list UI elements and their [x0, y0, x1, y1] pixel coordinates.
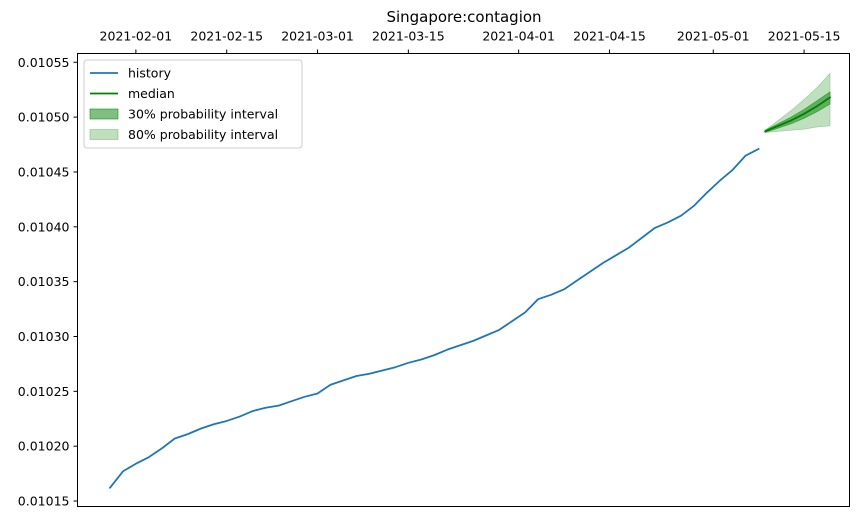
y-tick-label-6: 0.01045 [18, 164, 70, 179]
x-tick-label-2: 2021-03-01 [281, 29, 354, 44]
x-tick-label-7: 2021-05-15 [768, 29, 841, 44]
x-tick-label-0: 2021-02-01 [100, 29, 173, 44]
x-tick-label-6: 2021-05-01 [677, 29, 750, 44]
y-tick-label-4: 0.01035 [18, 274, 70, 289]
legend-swatch-3 [89, 129, 119, 140]
x-tick-label-1: 2021-02-15 [190, 29, 263, 44]
legend-label-1: median [128, 86, 175, 101]
y-axis: 0.01015 0.01020 0.01025 0.01030 0.01035 0.010… [18, 55, 78, 509]
y-tick-label-2: 0.01025 [18, 384, 70, 399]
legend: history median 30% probability interval 80%… [83, 59, 303, 149]
series-lines [109, 96, 831, 489]
interval-bands [764, 72, 831, 134]
y-tick-label-8: 0.01055 [18, 55, 70, 70]
legend-label-2: 30% probability interval [128, 107, 278, 122]
interval-band-1 [764, 91, 831, 134]
series-line-1 [764, 96, 831, 133]
y-tick-label-5: 0.01040 [18, 219, 70, 234]
x-tick-label-3: 2021-03-15 [372, 29, 445, 44]
x-tick-label-5: 2021-04-15 [573, 29, 646, 44]
y-tick-label-0: 0.01015 [18, 494, 70, 509]
plot-frame [77, 53, 850, 507]
chart-title: Singapore:contagion [386, 8, 541, 26]
legend-box [83, 59, 303, 149]
y-tick-label-3: 0.01030 [18, 329, 70, 344]
legend-swatch-2 [89, 108, 119, 120]
y-tick-label-7: 0.01050 [18, 110, 70, 125]
legend-label-0: history [128, 66, 172, 81]
series-line-0 [109, 148, 760, 489]
y-tick-label-1: 0.01020 [18, 439, 70, 454]
x-tick-label-4: 2021-04-01 [482, 29, 555, 44]
legend-label-3: 80% probability interval [128, 127, 278, 142]
interval-band-0 [764, 72, 831, 133]
x-axis: 2021-02-01 2021-02-15 2021-03-01 2021-03-15… [100, 29, 841, 54]
